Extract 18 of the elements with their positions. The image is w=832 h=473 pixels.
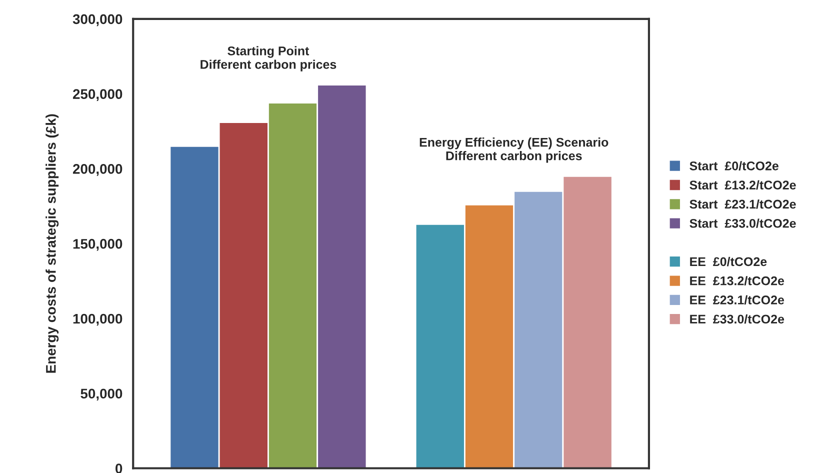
annotation: Energy Efficiency (EE) Scenario Different carbon prices (420, 138, 608, 163)
legend-label: EE £0/tCO2e (690, 256, 767, 266)
y-tick-label: 0 (116, 464, 122, 473)
legend-label: Start £33.0/tCO2e (690, 218, 796, 228)
legend-label: Start £23.1/tCO2e (690, 199, 796, 209)
legend-label: Start £0/tCO2e (690, 161, 778, 170)
legend-label: EE £13.2/tCO2e (690, 276, 784, 286)
y-tick-label: 300,000 (72, 14, 122, 26)
y-tick-label: 200,000 (72, 164, 122, 176)
y-tick-label: 50,000 (80, 388, 122, 401)
y-tick-label: 250,000 (72, 89, 122, 101)
legend-label: Start £13.2/tCO2e (690, 180, 796, 190)
legend-label: EE £23.1/tCO2e (690, 295, 784, 305)
y-tick-label: 150,000 (73, 238, 122, 251)
legend-label: EE £33.0/tCO2e (690, 314, 784, 324)
y-tick-label: 100,000 (73, 314, 122, 326)
annotation: Starting Point Different carbon prices (200, 46, 336, 72)
y-axis-title: Energy costs of strategic suppliers (£k) (46, 114, 59, 373)
